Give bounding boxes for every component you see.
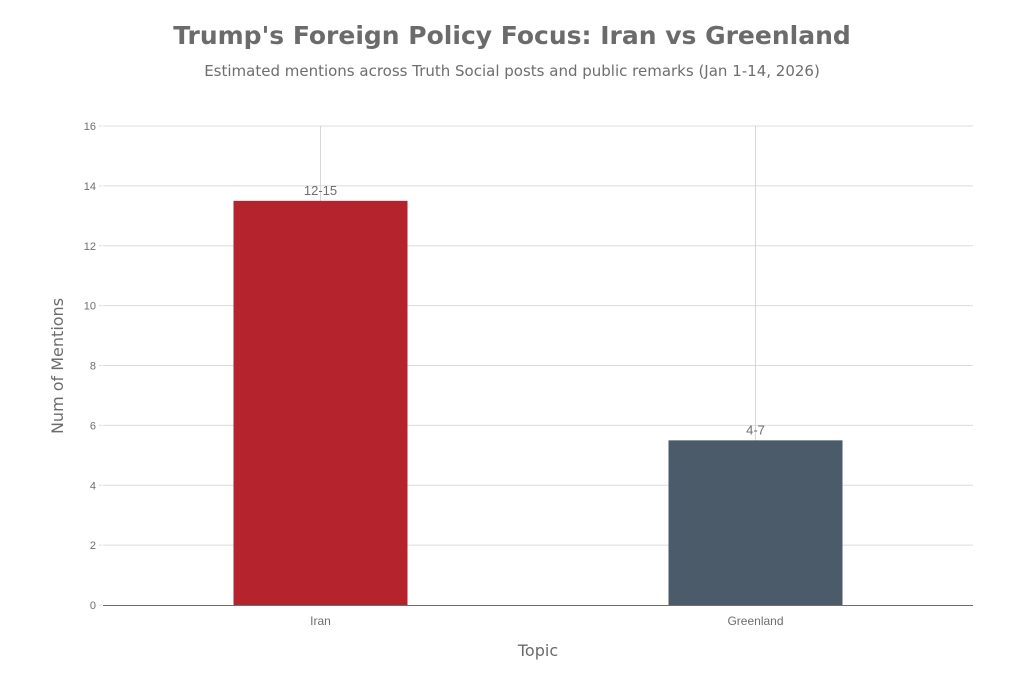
y-tick-label: 14 xyxy=(84,181,96,193)
y-tick-label: 10 xyxy=(84,301,96,313)
y-tick-label: 0 xyxy=(90,600,96,612)
y-tick-label: 12 xyxy=(84,241,96,253)
data-label: 4-7 xyxy=(746,422,765,437)
bar-greenland xyxy=(668,440,843,605)
data-label: 12-15 xyxy=(304,183,337,198)
y-tick-label: 2 xyxy=(90,540,96,552)
y-axis-label: Num of Mentions xyxy=(48,298,67,434)
x-axis-label: Topic xyxy=(517,641,558,660)
y-tick-label: 6 xyxy=(90,420,96,432)
axes: 0 2 4 6 8 10 12 14 16 Iran Greenland xyxy=(84,121,973,628)
y-tick-label: 16 xyxy=(84,121,96,133)
x-tick-label: Iran xyxy=(310,614,331,628)
y-tick-label: 4 xyxy=(90,480,96,492)
chart-title: Trump's Foreign Policy Focus: Iran vs Gr… xyxy=(173,21,851,50)
chart-subtitle: Estimated mentions across Truth Social p… xyxy=(204,62,820,80)
bars: 12-15 4-7 xyxy=(233,183,843,605)
y-tick-label: 8 xyxy=(90,361,96,373)
x-tick-label: Greenland xyxy=(727,614,783,628)
bar-iran xyxy=(233,200,408,605)
